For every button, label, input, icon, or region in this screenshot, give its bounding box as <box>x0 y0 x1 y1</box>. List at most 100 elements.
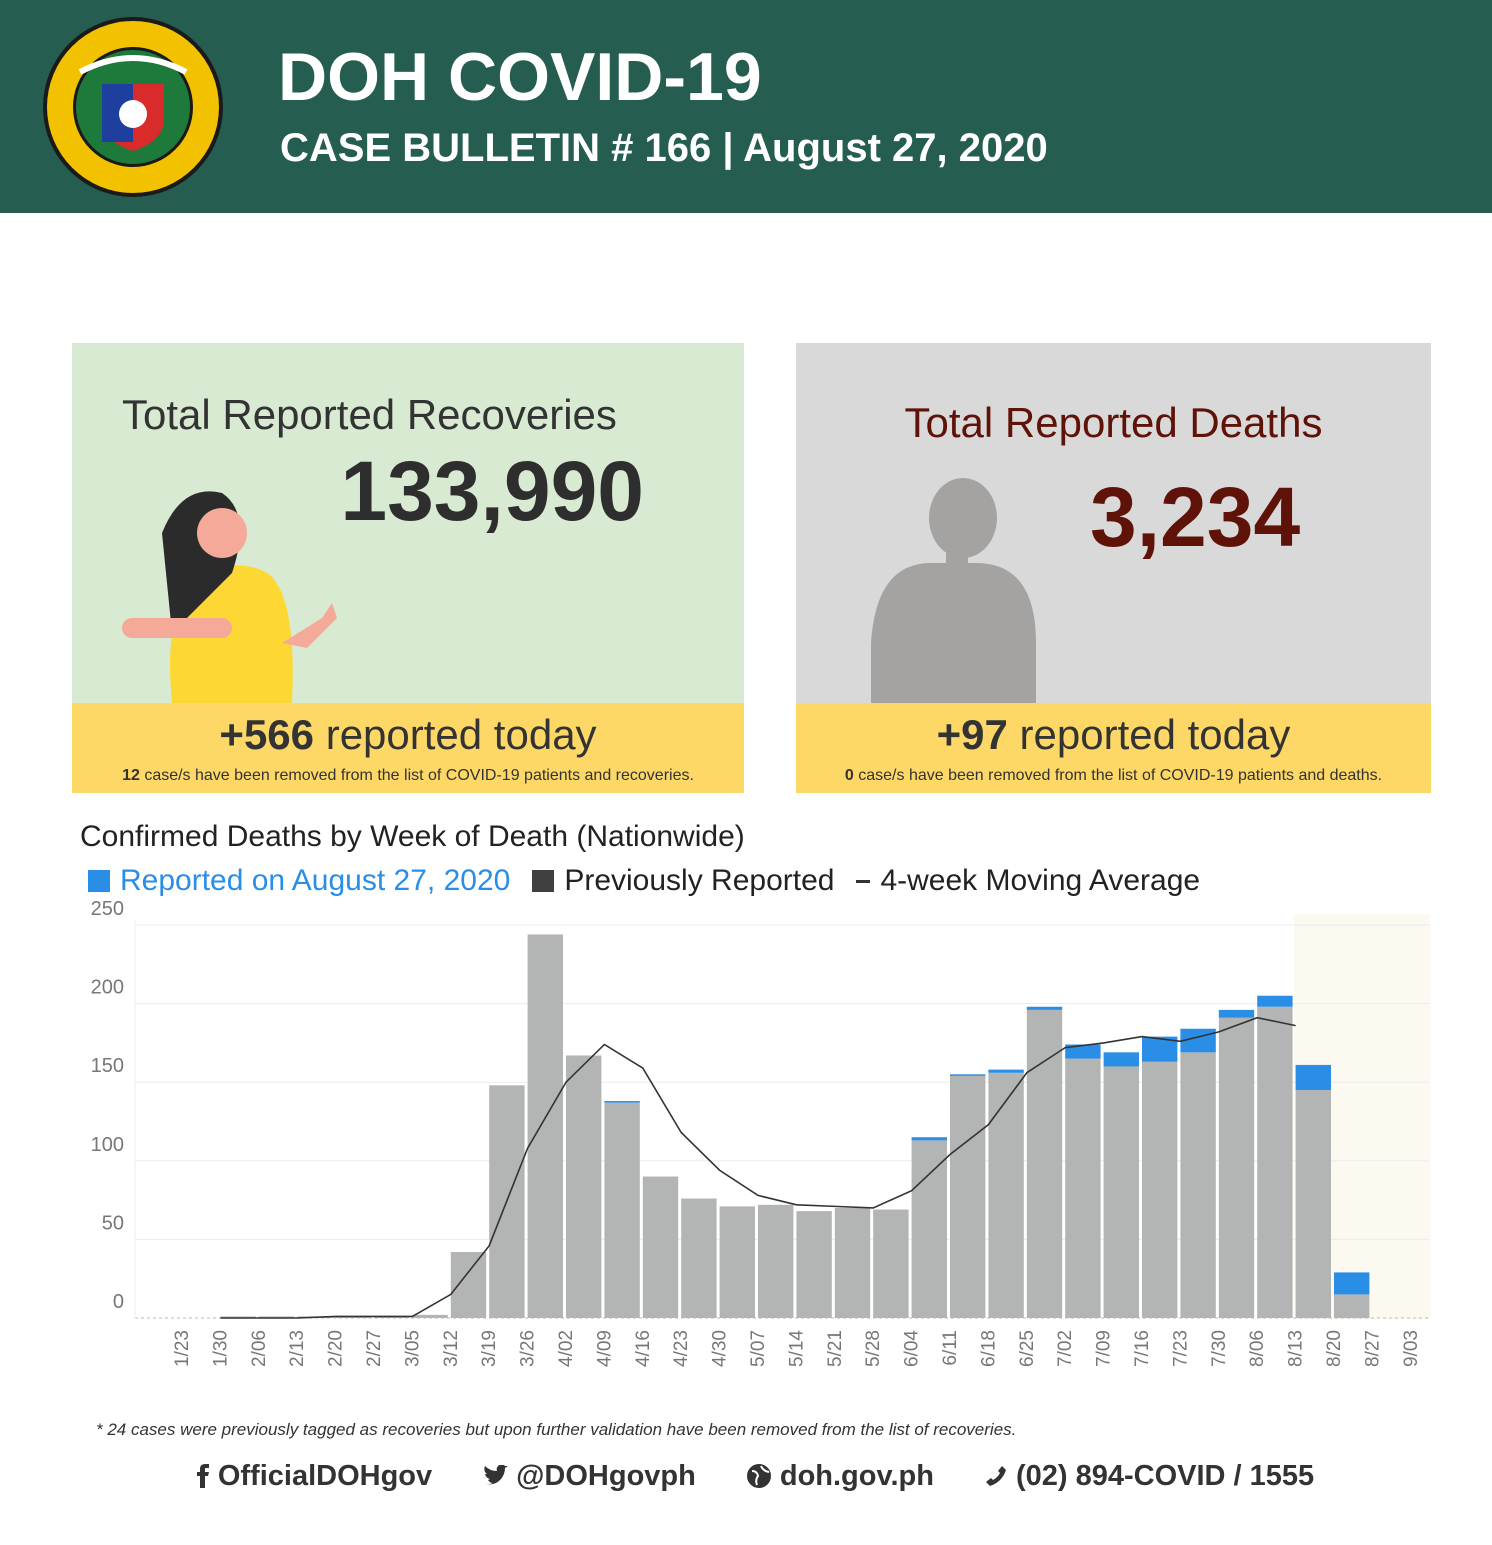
legend-item: Previously Reported <box>532 864 834 898</box>
today-text: reported today <box>1019 711 1291 758</box>
x-tick-label: 4/23 <box>671 1330 692 1367</box>
chart: 0 50 100 150 200 250 1/23 1/30 2/06 2/13 2/20 2/27 3… <box>91 900 1430 1367</box>
today-line: +566 reported today <box>72 711 744 759</box>
legend-swatch <box>88 870 110 892</box>
bar <box>450 1251 487 1318</box>
bar <box>1142 1061 1178 1318</box>
x-tick-label: 2/27 <box>364 1330 385 1367</box>
today-band: +97 reported today 0 case/s have been re… <box>796 703 1431 793</box>
today-text: reported today <box>325 711 597 758</box>
bar <box>604 1101 640 1103</box>
title: DOH COVID-19 <box>278 39 762 115</box>
icon <box>746 1464 771 1488</box>
facebook[interactable]: OfficialDOHgov <box>196 1460 432 1493</box>
x-tick-label: 7/30 <box>1209 1330 1230 1367</box>
x-tick-label: 8/06 <box>1247 1330 1268 1367</box>
line <box>220 1016 1296 1319</box>
bar <box>1257 995 1293 1007</box>
phone[interactable]: (02) 894-COVID / 1555 <box>984 1460 1314 1493</box>
bar <box>1103 1052 1139 1067</box>
x-tick-label: 1/23 <box>172 1330 193 1367</box>
illustration <box>122 491 337 703</box>
logo <box>43 17 223 197</box>
legend-label: Reported on August 27, 2020 <box>120 864 511 897</box>
bar <box>988 1069 1024 1073</box>
removed-note: 12 case/s have been removed from the lis… <box>72 767 744 785</box>
bar <box>1103 1066 1139 1318</box>
chart-title: Confirmed Deaths by Week of Death (Natio… <box>80 820 745 853</box>
x-tick-label: 6/11 <box>940 1330 961 1366</box>
bar <box>566 1055 602 1318</box>
twitter-handle[interactable]: @DOHgovph <box>516 1459 696 1492</box>
removed-text: case/s have been removed from the list o… <box>144 767 694 784</box>
bar <box>1295 1064 1331 1091</box>
bar <box>834 1207 871 1318</box>
bar <box>1334 1294 1370 1318</box>
header: DOH COVID-19 CASE BULLETIN # 166 | Augus… <box>0 0 1492 213</box>
y-tick-label: 250 <box>91 900 124 920</box>
bar <box>950 1074 986 1076</box>
x-tick-label: 4/09 <box>594 1330 615 1367</box>
footer: OfficialDOHgov @DOHgovph doh.gov.ph (02)… <box>60 1452 1450 1500</box>
y-tick-label: 200 <box>91 977 124 999</box>
x-tick-label: 6/25 <box>1017 1330 1038 1367</box>
today-count: +566 <box>219 711 315 758</box>
bar <box>988 1072 1024 1318</box>
card-title: Total Reported Deaths <box>904 399 1323 446</box>
x-tick-label: 5/28 <box>863 1330 884 1367</box>
x-tick-label: 8/20 <box>1324 1330 1345 1367</box>
bar <box>1065 1058 1101 1318</box>
bar <box>1065 1044 1101 1059</box>
today-band: +566 reported today 12 case/s have been … <box>72 703 744 793</box>
facebook-handle[interactable]: OfficialDOHgov <box>217 1459 433 1492</box>
legend-line <box>856 879 871 883</box>
website[interactable]: doh.gov.ph <box>746 1460 934 1493</box>
removed-count: 0 <box>844 767 854 784</box>
removed-count: 12 <box>122 767 140 784</box>
subtitle: CASE BULLETIN # 166 | August 27, 2020 <box>280 126 1048 170</box>
icon <box>196 1464 209 1488</box>
x-tick-label: 5/21 <box>825 1330 846 1367</box>
x-tick-label: 3/19 <box>479 1330 500 1367</box>
today-count: +97 <box>936 711 1008 758</box>
x-tick-label: 2/13 <box>287 1330 308 1367</box>
x-tick-label: 1/30 <box>210 1330 231 1367</box>
website-url[interactable]: doh.gov.ph <box>779 1459 934 1492</box>
bar <box>604 1102 640 1318</box>
removed-note: 0 case/s have been removed from the list… <box>796 767 1431 785</box>
x-tick-label: 9/03 <box>1401 1330 1422 1367</box>
bar <box>1026 1009 1063 1318</box>
footnote: * 24 cases were previously tagged as rec… <box>96 1420 1017 1439</box>
card-value: 133,990 <box>340 444 644 538</box>
x-tick-label: 3/12 <box>441 1330 462 1367</box>
x-tick-label: 8/27 <box>1362 1330 1383 1367</box>
x-tick-label: 3/05 <box>402 1330 423 1367</box>
deaths-card: Total Reported Deaths 3,234 +97 reported… <box>796 343 1431 793</box>
x-tick-label: 6/04 <box>902 1330 923 1367</box>
card-title: Total Reported Recoveries <box>122 391 617 438</box>
illustration <box>871 478 1036 703</box>
card-value: 3,234 <box>1090 470 1301 564</box>
twitter[interactable]: @DOHgovph <box>482 1460 696 1493</box>
y-tick-label: 100 <box>91 1134 124 1156</box>
x-tick-label: 5/07 <box>748 1330 769 1367</box>
y-tick-label: 50 <box>102 1212 124 1234</box>
y-tick-label: 0 <box>113 1291 124 1313</box>
x-tick-label: 6/18 <box>978 1330 999 1367</box>
x-tick-label: 4/02 <box>556 1330 577 1367</box>
phone-number[interactable]: (02) 894-COVID / 1555 <box>1015 1459 1315 1492</box>
x-tick-label: 2/20 <box>326 1330 347 1367</box>
x-tick-label: 7/16 <box>1132 1330 1153 1367</box>
bar <box>1180 1052 1216 1318</box>
bar <box>527 934 563 1318</box>
bar <box>950 1075 986 1318</box>
bar <box>1334 1272 1370 1295</box>
recoveries-card: Total Reported Recoveries 133,990 +566 r… <box>72 343 744 793</box>
x-tick-label: 4/30 <box>710 1330 731 1367</box>
bar <box>1218 1009 1255 1018</box>
x-tick-label: 7/09 <box>1094 1330 1115 1367</box>
removed-text: case/s have been removed from the list o… <box>858 767 1383 784</box>
bar <box>758 1204 794 1318</box>
legend-swatch <box>532 870 555 892</box>
